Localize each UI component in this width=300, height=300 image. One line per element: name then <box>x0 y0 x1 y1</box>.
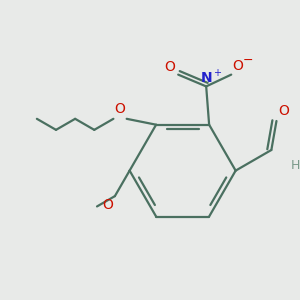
Text: H: H <box>290 159 300 172</box>
Text: O: O <box>278 104 289 118</box>
Text: +: + <box>213 68 221 78</box>
Text: O: O <box>103 198 113 212</box>
Text: N: N <box>200 71 212 85</box>
Text: O: O <box>164 60 175 74</box>
Text: −: − <box>242 54 253 67</box>
Text: O: O <box>233 59 244 73</box>
Text: O: O <box>114 103 125 116</box>
